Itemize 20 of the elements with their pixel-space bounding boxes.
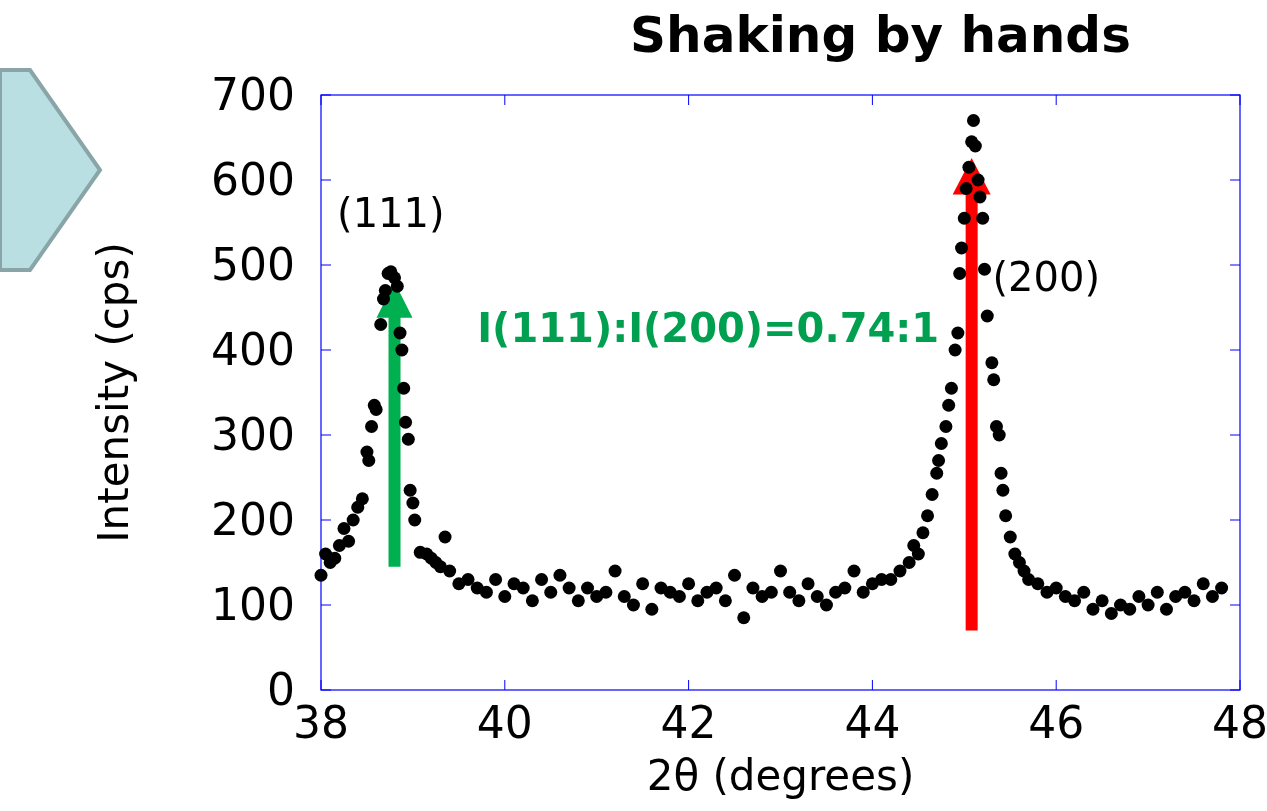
- y-tick-label: 700: [211, 69, 295, 120]
- x-tick-label: 40: [476, 697, 533, 748]
- y-tick-label: 100: [211, 579, 295, 630]
- x-tick-label: 46: [1028, 697, 1085, 748]
- x-tick-label: 38: [293, 697, 349, 748]
- y-tick-label: 600: [211, 154, 295, 205]
- y-tick-label: 200: [211, 494, 295, 545]
- x-tick-label: 44: [844, 697, 901, 748]
- y-tick-label: 400: [211, 324, 295, 375]
- annotation: (111): [337, 189, 445, 236]
- y-axis-title: Intensity (cps): [89, 242, 138, 543]
- x-axis-title: 2θ (degrees): [646, 751, 915, 800]
- annotation: (200): [992, 254, 1101, 301]
- chart-title: Shaking by hands: [630, 6, 1131, 64]
- y-tick-label: 0: [267, 664, 295, 715]
- annotation: I(111):I(200)=0.74:1: [477, 304, 940, 351]
- y-tick-label: 300: [211, 409, 295, 460]
- y-tick-label: 500: [211, 239, 295, 290]
- x-tick-label: 42: [660, 697, 717, 748]
- x-tick-label: 48: [1212, 697, 1267, 748]
